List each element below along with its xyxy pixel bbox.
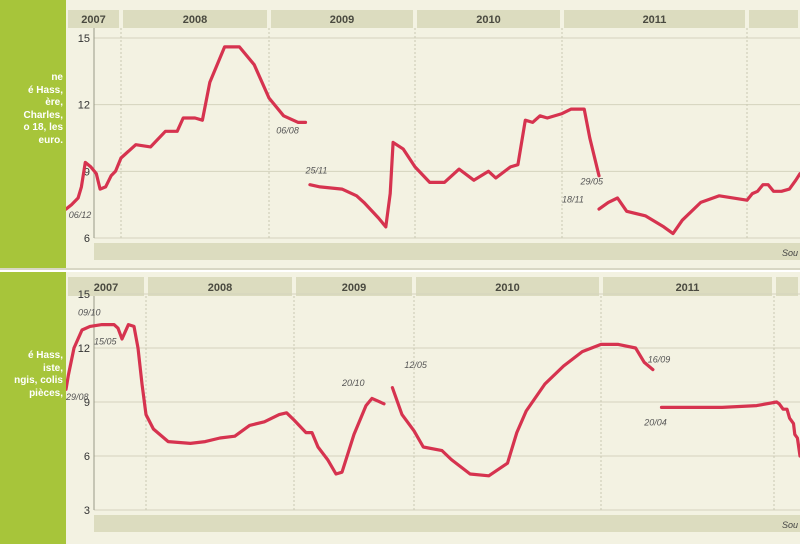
date-annotation: 25/11 bbox=[305, 166, 328, 176]
year-label: 2008 bbox=[183, 14, 207, 26]
line-chart-top: 2007 2008 2009 2010 2011 15 12 9 6 Sou 06/12 06/08 2… bbox=[66, 10, 800, 260]
date-annotation: 06/12 bbox=[69, 210, 92, 220]
y-tick-label: 3 bbox=[84, 505, 90, 517]
panel-divider bbox=[0, 268, 800, 270]
year-label: 2009 bbox=[330, 14, 354, 26]
date-annotation: 18/11 bbox=[562, 194, 584, 204]
date-annotation: 20/04 bbox=[643, 417, 667, 427]
plot-area-bottom: 2007 2008 2009 2010 2011 15 12 9 6 3 Sou 09/10 15/05… bbox=[66, 272, 800, 544]
year-band bbox=[68, 10, 119, 28]
date-annotation: 15/05 bbox=[94, 336, 118, 346]
sidebar-text-top: ne é Hass, ère, Charles, o 18, les euro. bbox=[23, 72, 63, 146]
sidebar-bottom: é Hass, iste, ngis, colis pièces, bbox=[0, 272, 66, 544]
y-tick-label: 12 bbox=[78, 100, 90, 112]
price-series-line bbox=[66, 323, 386, 476]
price-series-line bbox=[659, 400, 800, 458]
y-tick-label: 6 bbox=[84, 451, 90, 463]
year-band bbox=[68, 277, 144, 296]
year-band bbox=[271, 10, 413, 28]
year-band bbox=[603, 277, 772, 296]
year-label: 2010 bbox=[495, 282, 519, 294]
year-band bbox=[416, 277, 599, 296]
date-annotation: 12/05 bbox=[404, 360, 428, 370]
year-band bbox=[296, 277, 412, 296]
year-band bbox=[417, 10, 560, 28]
y-tick-label: 12 bbox=[78, 343, 90, 355]
plot-area-top: 2007 2008 2009 2010 2011 15 12 9 6 Sou 06/12 06/08 2… bbox=[66, 0, 800, 268]
year-label: 2008 bbox=[208, 282, 232, 294]
date-annotation: 29/05 bbox=[580, 177, 605, 187]
price-series-line bbox=[66, 45, 308, 211]
sidebar-top: ne é Hass, ère, Charles, o 18, les euro. bbox=[0, 0, 66, 268]
date-annotation: 29/08 bbox=[66, 392, 89, 402]
year-band bbox=[148, 277, 292, 296]
y-tick-label: 6 bbox=[84, 233, 90, 245]
year-label: 2007 bbox=[81, 14, 105, 26]
price-series-line bbox=[308, 107, 601, 229]
y-tick-label: 15 bbox=[78, 33, 90, 45]
source-label: Sou bbox=[782, 520, 798, 530]
year-band bbox=[123, 10, 267, 28]
source-band bbox=[94, 243, 800, 260]
year-label: 2011 bbox=[643, 14, 667, 26]
year-band bbox=[776, 277, 798, 296]
chart-panel-bottom: é Hass, iste, ngis, colis pièces, 2007 20… bbox=[0, 272, 800, 544]
source-label: Sou bbox=[782, 248, 798, 258]
y-tick-label: 9 bbox=[84, 166, 90, 178]
year-label: 2007 bbox=[94, 282, 118, 294]
year-band bbox=[749, 10, 798, 28]
date-annotation: 20/10 bbox=[341, 378, 365, 388]
sidebar-text-bottom: é Hass, iste, ngis, colis pièces, bbox=[14, 350, 63, 399]
year-label: 2011 bbox=[676, 282, 700, 294]
price-series-line bbox=[597, 172, 800, 236]
y-tick-label: 9 bbox=[84, 397, 90, 409]
date-annotation: 06/08 bbox=[276, 126, 299, 136]
price-series-line bbox=[390, 342, 655, 478]
source-band bbox=[94, 515, 800, 532]
date-annotation: 09/10 bbox=[78, 308, 101, 318]
year-band bbox=[564, 10, 745, 28]
y-tick-label: 15 bbox=[78, 289, 90, 301]
line-chart-bottom: 2007 2008 2009 2010 2011 15 12 9 6 3 Sou 09/10 15/05… bbox=[66, 277, 800, 532]
date-annotation: 16/09 bbox=[648, 354, 671, 364]
year-label: 2009 bbox=[342, 282, 366, 294]
year-label: 2010 bbox=[476, 14, 500, 26]
chart-panel-top: ne é Hass, ère, Charles, o 18, les euro.… bbox=[0, 0, 800, 268]
